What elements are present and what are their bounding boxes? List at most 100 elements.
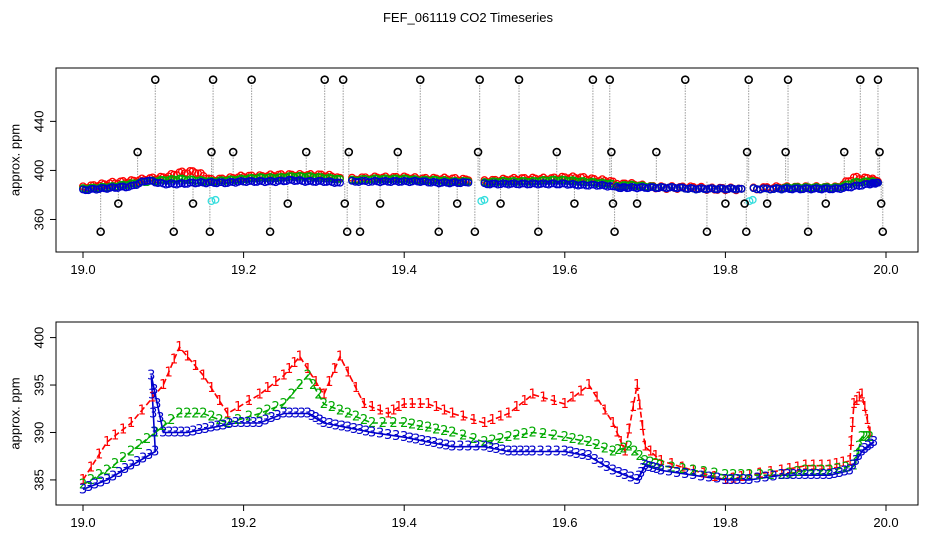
bottom-series-lines <box>82 345 875 491</box>
series-3-point-label: 3 <box>697 469 705 484</box>
series-2-line <box>82 374 870 486</box>
series-2-point-label: 2 <box>488 433 496 448</box>
series-3-point-label: 3 <box>635 469 643 484</box>
series-2-point-label: 2 <box>400 416 408 431</box>
series-3-point-label: 3 <box>207 421 215 436</box>
top-series-3-point <box>285 175 294 184</box>
series-3-point-label: 3 <box>739 473 747 488</box>
series-3-point-label: 3 <box>320 416 328 431</box>
series-3-point-label: 3 <box>237 416 245 431</box>
series-3-point-label: 3 <box>213 420 221 435</box>
series-1-point-label: 1 <box>285 362 293 377</box>
series-3-point-label: 3 <box>808 468 816 483</box>
series-2-point-label: 2 <box>810 463 818 478</box>
series-3-point-label: 3 <box>641 459 649 474</box>
series-1-point-label: 1 <box>678 460 686 475</box>
series-3-point-label: 3 <box>256 416 264 431</box>
series-2-point-label: 2 <box>721 468 729 483</box>
top-series-3-point <box>587 180 596 189</box>
bot-y-tick-label: 395 <box>31 374 46 396</box>
series-1-point-label: 1 <box>756 467 764 482</box>
series-2-point-label: 2 <box>183 407 191 422</box>
series-1-point-label: 1 <box>199 369 207 384</box>
series-3-point-label: 3 <box>745 473 753 488</box>
top-outlier-point <box>605 75 615 84</box>
series-1-point-label: 1 <box>470 413 478 428</box>
top-series-3-point <box>279 177 288 186</box>
series-1-point-label: 1 <box>617 435 625 450</box>
top-outlier-point <box>393 147 403 157</box>
top-y-tick-label: 440 <box>31 111 46 133</box>
series-1-point-label: 1 <box>561 397 569 412</box>
figure-title: FEF_061119 CO2 Timeseries <box>383 10 554 25</box>
series-2-point-label: 2 <box>860 430 868 445</box>
series-3-point-label: 3 <box>97 475 105 490</box>
series-1-point-label: 1 <box>860 400 868 415</box>
series-2-point-label: 2 <box>593 438 601 453</box>
series-3-point-label: 3 <box>579 448 587 463</box>
series-3-point-label: 3 <box>280 407 288 422</box>
series-3-point-label: 3 <box>727 473 735 488</box>
top-outlier-point <box>473 147 483 157</box>
series-1-point-label: 1 <box>826 459 834 474</box>
top-series-3-point <box>389 177 398 185</box>
series-3-point-label: 3 <box>553 445 561 460</box>
top-outlier-point <box>265 227 275 237</box>
bottom-y-axis-label: approx. ppm <box>7 377 22 449</box>
top-series-3-point <box>464 178 473 187</box>
top-cyan-point <box>748 195 757 204</box>
series-2-point-label: 2 <box>459 429 467 444</box>
series-3-point-label: 3 <box>262 414 270 429</box>
top-series-3-point <box>734 184 743 193</box>
top-x-tick-label: 19.0 <box>70 262 95 277</box>
series-3-point-label: 3 <box>304 407 312 422</box>
series-1-point-label: 1 <box>846 454 854 469</box>
top-series-3-point <box>493 180 502 189</box>
series-1-point-label: 1 <box>625 422 633 437</box>
series-3-point-label: 3 <box>858 445 866 460</box>
series-3-point-label: 3 <box>350 422 358 437</box>
top-outlier-point <box>652 147 661 157</box>
series-2-point-label: 2 <box>700 465 708 480</box>
top-series-3-point <box>825 185 834 194</box>
series-1-point-label: 1 <box>344 365 352 380</box>
series-2-point-label: 2 <box>756 468 764 483</box>
series-1-point-label: 1 <box>87 460 95 475</box>
series-1-point-label: 1 <box>170 353 178 368</box>
series-3-point-label: 3 <box>332 418 340 433</box>
series-3-point-label: 3 <box>721 473 729 488</box>
series-2-point-label: 2 <box>191 407 199 422</box>
series-3-point-label: 3 <box>516 445 524 460</box>
series-2-point-label: 2 <box>858 430 866 445</box>
top-series-3-point <box>137 177 146 186</box>
series-3-point-label: 3 <box>79 482 87 497</box>
top-series-3-point <box>226 177 235 186</box>
series-1-point-label: 1 <box>336 350 344 365</box>
top-series-3-point <box>547 179 556 188</box>
top-series-3-point <box>582 181 591 190</box>
series-2-point-label: 2 <box>296 378 304 393</box>
series-1-point-label: 1 <box>777 463 785 478</box>
series-3-point-label: 3 <box>537 445 545 460</box>
series-2-point-label: 2 <box>585 435 593 450</box>
series-1-point-label: 1 <box>832 457 840 472</box>
series-3-point-label: 3 <box>753 472 761 487</box>
top-outlier-point <box>514 75 524 84</box>
series-1-point-label: 1 <box>103 435 111 450</box>
series-2-point-label: 2 <box>245 410 253 425</box>
series-2-point-label: 2 <box>737 468 745 483</box>
top-x-tick-label: 19.8 <box>713 262 738 277</box>
series-2-point-label: 2 <box>539 427 547 442</box>
series-3-point-label: 3 <box>344 421 352 436</box>
series-1-point-label: 1 <box>448 407 456 422</box>
series-3-point-label: 3 <box>436 437 444 452</box>
top-series-3-point <box>290 177 299 186</box>
series-3-point-label: 3 <box>362 424 370 439</box>
top-outlier-point <box>96 227 105 237</box>
series-1-point-label: 1 <box>330 362 338 377</box>
series-3-point-label: 3 <box>145 448 153 463</box>
series-2-point-label: 2 <box>368 416 376 431</box>
series-3-point-label: 3 <box>286 407 294 422</box>
series-3-point-label: 3 <box>673 466 681 481</box>
series-1-point-label: 1 <box>863 413 871 428</box>
